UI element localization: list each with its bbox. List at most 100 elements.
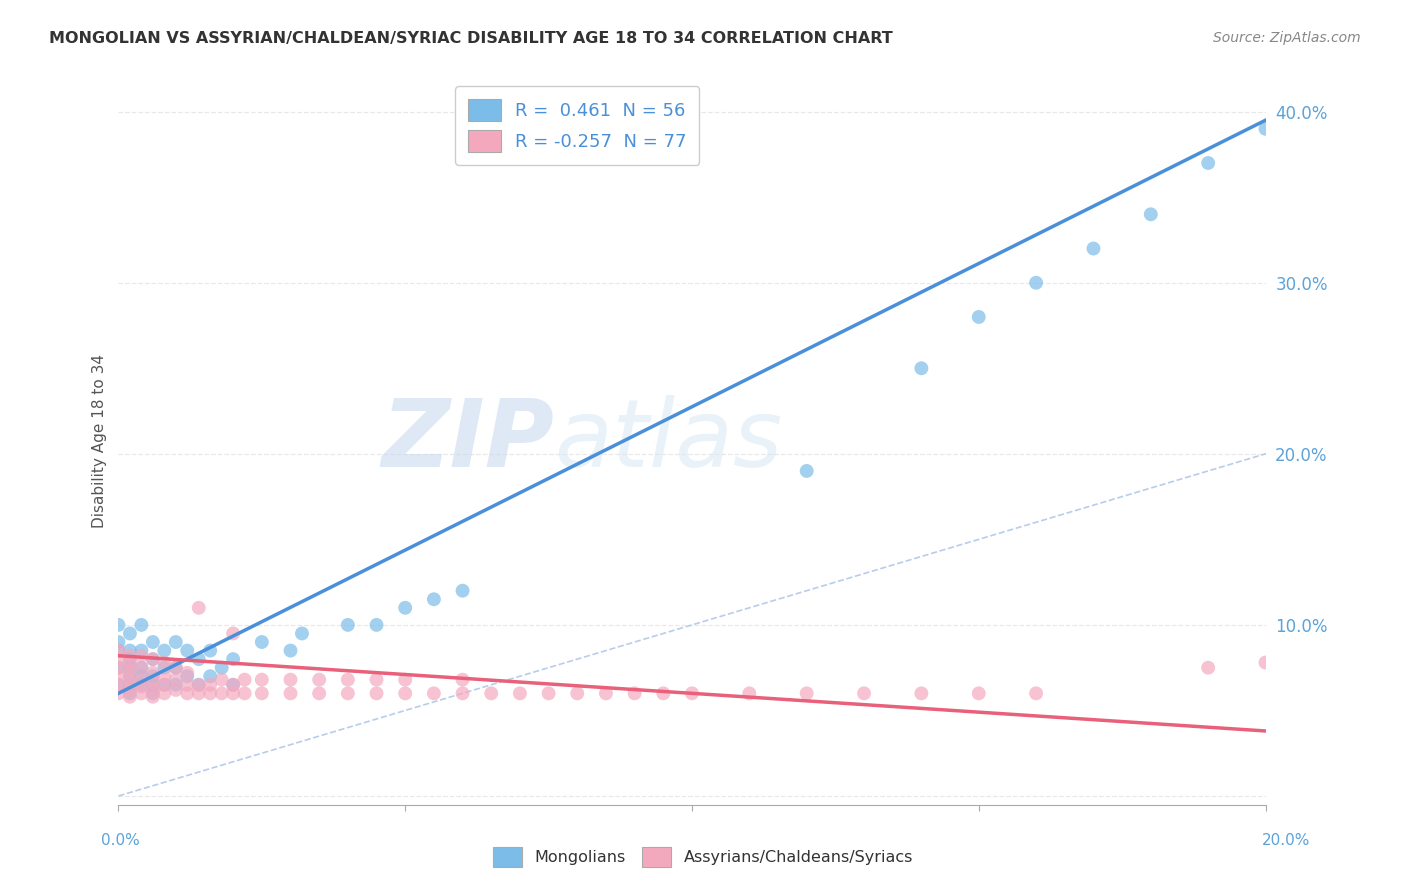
Point: [200, 643, 222, 657]
Point: [222, 626, 245, 640]
Point: [131, 618, 153, 632]
Point: [738, 686, 761, 700]
Point: [222, 678, 245, 692]
Point: [623, 686, 645, 700]
Point: [107, 661, 129, 675]
Point: [118, 686, 141, 700]
Point: [211, 686, 233, 700]
Point: [107, 678, 129, 692]
Point: [107, 686, 129, 700]
Point: [233, 673, 256, 687]
Point: [131, 686, 153, 700]
Point: [394, 600, 416, 615]
Point: [118, 682, 141, 697]
Point: [1369, 139, 1392, 153]
Point: [187, 678, 209, 692]
Point: [142, 690, 165, 704]
Point: [165, 635, 187, 649]
Text: 20.0%: 20.0%: [1263, 833, 1310, 847]
Point: [336, 673, 359, 687]
Point: [107, 635, 129, 649]
Point: [509, 686, 531, 700]
Point: [280, 686, 302, 700]
Point: [118, 669, 141, 683]
Point: [131, 678, 153, 692]
Point: [200, 678, 222, 692]
Point: [131, 673, 153, 687]
Point: [165, 682, 187, 697]
Point: [118, 648, 141, 663]
Point: [107, 652, 129, 666]
Point: [142, 686, 165, 700]
Point: [366, 618, 388, 632]
Point: [187, 652, 209, 666]
Point: [537, 686, 560, 700]
Point: [176, 665, 198, 680]
Text: atlas: atlas: [554, 395, 783, 486]
Point: [595, 686, 617, 700]
Point: [451, 686, 474, 700]
Point: [423, 686, 446, 700]
Point: [131, 661, 153, 675]
Point: [107, 661, 129, 675]
Point: [211, 673, 233, 687]
Point: [200, 669, 222, 683]
Point: [652, 686, 675, 700]
Point: [200, 686, 222, 700]
Text: Source: ZipAtlas.com: Source: ZipAtlas.com: [1213, 31, 1361, 45]
Text: 0.0%: 0.0%: [101, 833, 141, 847]
Point: [142, 652, 165, 666]
Point: [118, 662, 141, 676]
Point: [107, 643, 129, 657]
Point: [153, 678, 176, 692]
Point: [308, 673, 330, 687]
Point: [118, 678, 141, 692]
Point: [118, 661, 141, 675]
Point: [142, 678, 165, 692]
Point: [451, 673, 474, 687]
Legend: R =  0.461  N = 56, R = -0.257  N = 77: R = 0.461 N = 56, R = -0.257 N = 77: [456, 87, 699, 165]
Point: [153, 669, 176, 683]
Point: [1254, 656, 1277, 670]
Point: [153, 678, 176, 692]
Point: [222, 652, 245, 666]
Point: [187, 600, 209, 615]
Point: [118, 656, 141, 670]
Point: [796, 686, 818, 700]
Legend: Mongolians, Assyrians/Chaldeans/Syriacs: Mongolians, Assyrians/Chaldeans/Syriacs: [486, 841, 920, 873]
Point: [131, 643, 153, 657]
Point: [967, 686, 990, 700]
Point: [165, 673, 187, 687]
Point: [394, 686, 416, 700]
Point: [853, 686, 876, 700]
Point: [142, 635, 165, 649]
Point: [176, 686, 198, 700]
Point: [1197, 661, 1219, 675]
Point: [153, 686, 176, 700]
Point: [250, 635, 273, 649]
Point: [165, 661, 187, 675]
Point: [910, 361, 932, 376]
Point: [336, 686, 359, 700]
Point: [567, 686, 589, 700]
Point: [187, 686, 209, 700]
Point: [222, 678, 245, 692]
Point: [176, 643, 198, 657]
Point: [280, 673, 302, 687]
Point: [222, 686, 245, 700]
Text: ZIP: ZIP: [381, 395, 554, 487]
Point: [153, 661, 176, 675]
Point: [118, 690, 141, 704]
Point: [366, 673, 388, 687]
Point: [308, 686, 330, 700]
Point: [187, 678, 209, 692]
Point: [366, 686, 388, 700]
Point: [165, 678, 187, 692]
Point: [796, 464, 818, 478]
Point: [107, 678, 129, 692]
Point: [107, 643, 129, 657]
Text: MONGOLIAN VS ASSYRIAN/CHALDEAN/SYRIAC DISABILITY AGE 18 TO 34 CORRELATION CHART: MONGOLIAN VS ASSYRIAN/CHALDEAN/SYRIAC DI…: [49, 31, 893, 46]
Point: [142, 682, 165, 697]
Point: [451, 583, 474, 598]
Point: [131, 648, 153, 663]
